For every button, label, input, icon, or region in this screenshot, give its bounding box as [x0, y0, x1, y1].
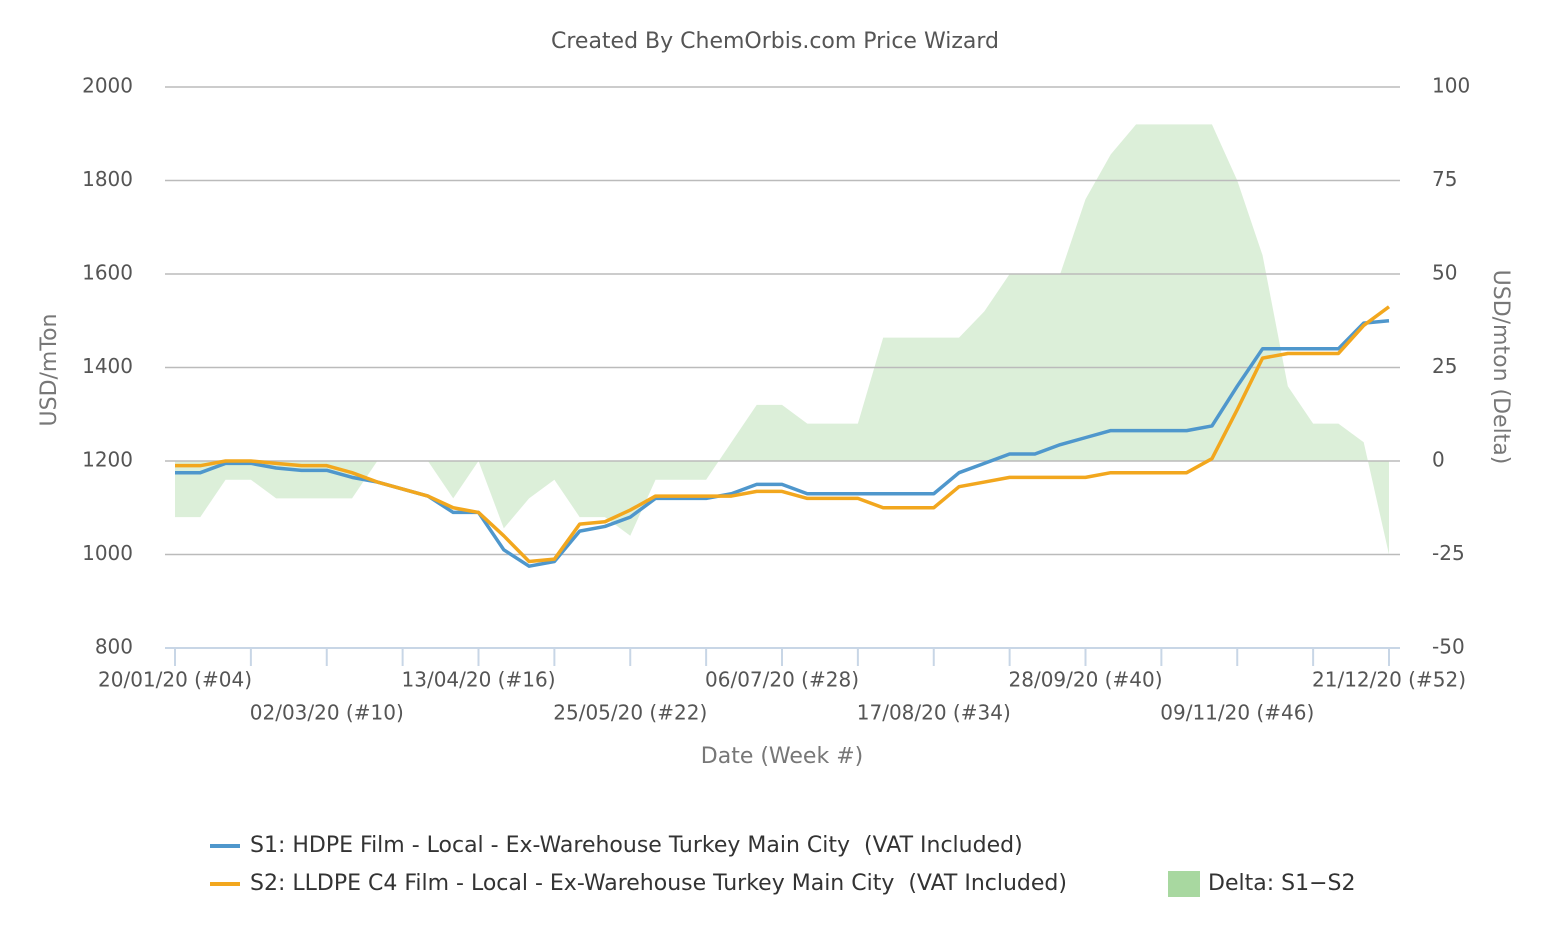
x-axis-label: Date (Week #) — [701, 744, 863, 769]
x-tick-label: 13/04/20 (#16) — [402, 668, 556, 692]
x-tick-label: 21/12/20 (#52) — [1312, 668, 1466, 692]
y2-tick-label: 25 — [1432, 354, 1457, 378]
legend-swatch — [1168, 871, 1200, 897]
delta-area — [175, 124, 1389, 555]
y-tick-label: 1600 — [82, 261, 133, 285]
x-tick-label: 06/07/20 (#28) — [705, 668, 859, 692]
y2-tick-label: -50 — [1432, 635, 1465, 659]
x-tick-label: 17/08/20 (#34) — [857, 701, 1011, 725]
y2-tick-label: 75 — [1432, 167, 1457, 191]
chart-title: Created By ChemOrbis.com Price Wizard — [551, 29, 999, 54]
x-tick-label: 20/01/20 (#04) — [98, 668, 252, 692]
y-tick-label: 2000 — [82, 74, 133, 98]
y-tick-label: 1200 — [82, 448, 133, 472]
y2-axis-label: USD/mton (Delta) — [1488, 270, 1513, 465]
y2-tick-label: -25 — [1432, 541, 1465, 565]
x-tick-label: 28/09/20 (#40) — [1009, 668, 1163, 692]
y-tick-label: 1000 — [82, 541, 133, 565]
y-tick-label: 800 — [95, 635, 133, 659]
x-tick-label: 02/03/20 (#10) — [250, 701, 404, 725]
y2-tick-label: 100 — [1432, 74, 1470, 98]
x-tick-label: 09/11/20 (#46) — [1160, 701, 1314, 725]
y-tick-label: 1400 — [82, 354, 133, 378]
legend-label: S1: HDPE Film - Local - Ex-Warehouse Tur… — [250, 833, 1023, 858]
y-axis-label: USD/mTon — [37, 314, 62, 427]
series-line — [175, 305, 1391, 564]
y-tick-label: 1800 — [82, 167, 133, 191]
legend-label: S2: LLDPE C4 Film - Local - Ex-Warehouse… — [250, 871, 1067, 896]
y2-tick-label: 50 — [1432, 261, 1457, 285]
x-tick-label: 25/05/20 (#22) — [553, 701, 707, 725]
legend-label: Delta: S1−S2 — [1208, 871, 1355, 896]
y2-tick-label: 0 — [1432, 448, 1445, 472]
